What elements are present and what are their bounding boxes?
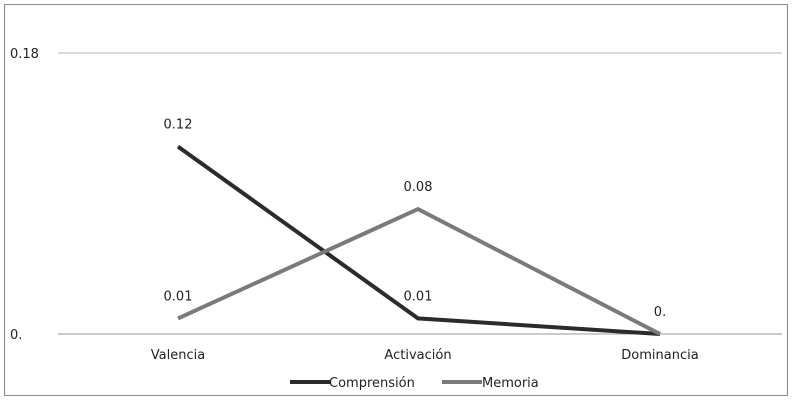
legend: Comprensión Memoria [290, 376, 539, 391]
y-tick-label: 0. [10, 328, 22, 343]
y-axis-ticks: 0. 0.18 [10, 47, 39, 343]
y-tick-label: 0.18 [10, 47, 39, 62]
data-label: 0.08 [404, 180, 433, 195]
data-labels: 0.12 0.01 0. 0.01 0.08 [164, 118, 667, 320]
data-label: 0.01 [164, 289, 193, 304]
data-label: 0.12 [164, 118, 193, 133]
x-axis-categories: Valencia Activación Dominancia [151, 348, 699, 363]
x-category-label: Dominancia [621, 348, 698, 363]
series-line [177, 206, 661, 336]
legend-label: Memoria [482, 376, 539, 391]
data-label: 0.01 [404, 289, 433, 304]
x-category-label: Activación [384, 348, 451, 363]
series-line [176, 145, 661, 336]
series-lines [176, 145, 661, 336]
legend-label: Comprensión [329, 376, 415, 391]
data-label: 0. [654, 305, 666, 320]
gridlines [58, 52, 782, 335]
x-category-label: Valencia [151, 348, 205, 363]
